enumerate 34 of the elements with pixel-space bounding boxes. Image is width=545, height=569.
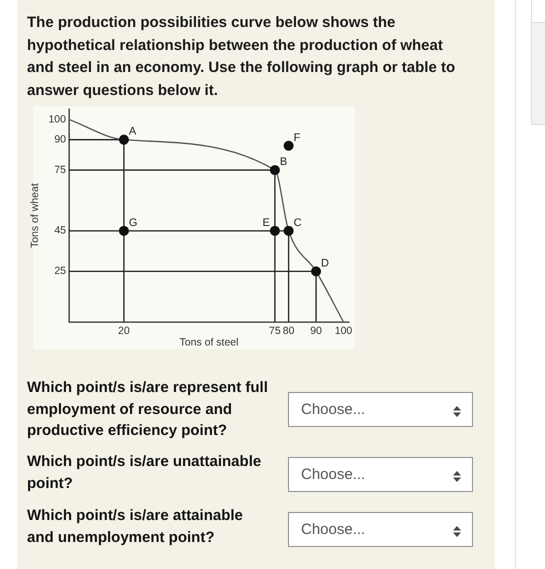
y-tick-label: 90	[54, 134, 66, 146]
point	[284, 226, 294, 236]
y-tick-label: 100	[48, 113, 66, 126]
x-tick-label: 90	[310, 325, 322, 338]
y-tick-label: 45	[54, 224, 66, 237]
text: Which point/s is/are attainable and unemployment point?	[27, 506, 244, 548]
y-tick-label: 75	[54, 164, 66, 176]
point	[284, 140, 294, 151]
point	[311, 266, 322, 276]
x-axis-title: Tons of steel	[180, 336, 238, 349]
annotation: F	[294, 132, 301, 144]
annotation: G	[128, 216, 138, 229]
x-tick-label: 100	[334, 325, 352, 338]
annotation: D	[321, 257, 330, 270]
x-tick-label: 75	[269, 325, 281, 338]
annotation: E	[262, 216, 270, 229]
dropdown: Choose...	[288, 457, 473, 492]
dropdown: Choose...	[288, 392, 473, 427]
point	[270, 165, 280, 176]
dropdown: Choose...	[288, 512, 473, 547]
annotation: A	[128, 126, 137, 138]
x-tick-label: 20	[118, 325, 130, 338]
y-axis-title: Tons of wheat	[29, 183, 42, 248]
text: Which point/s is/are unattainable point?	[27, 452, 262, 494]
annotation: C	[294, 216, 302, 229]
chart-title: The production possibilities curve below shows the hypothetical relationship between the production of wheat and steel in an economy. Use the following graph or table to answer questions below it.	[27, 13, 456, 100]
text: Which point/s is/are represent full employment of resource and productive efficiency point?	[27, 378, 269, 442]
y-tick-label: 25	[54, 265, 66, 278]
annotation: B	[280, 156, 288, 168]
line-series	[69, 118, 344, 322]
x-tick-label: 80	[282, 325, 295, 338]
point	[270, 226, 280, 236]
point	[118, 226, 129, 236]
point	[118, 134, 129, 145]
